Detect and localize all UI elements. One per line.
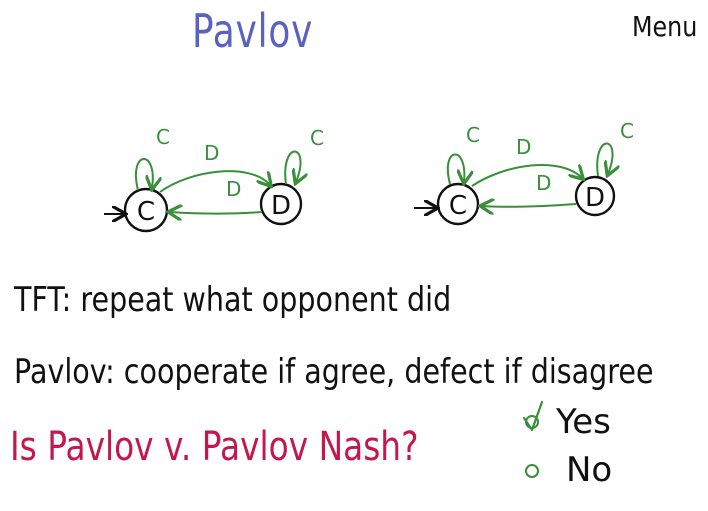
state-label-c: C: [137, 197, 155, 227]
transition-label: D: [226, 177, 241, 201]
option-yes-label[interactable]: Yes: [556, 402, 611, 442]
transition-label: D: [204, 141, 219, 165]
transition-label: C: [620, 119, 634, 143]
transition-label: D: [516, 135, 531, 159]
transition-label: C: [156, 125, 170, 149]
self-loop-d: C: [284, 126, 324, 184]
state-label-d: D: [585, 183, 605, 213]
tft-definition: TFT: repeat what opponent did: [14, 280, 452, 320]
transition-label: C: [310, 126, 324, 150]
page-title: Pavlov: [192, 4, 314, 58]
diagram-1: C D C D D C: [104, 125, 324, 233]
self-loop-c: C: [446, 123, 480, 184]
state-node-d: D: [574, 175, 616, 217]
transition-label: D: [536, 171, 551, 195]
transition-d-to-c: D: [170, 177, 263, 214]
state-label-c: C: [449, 191, 467, 221]
state-label-d: D: [271, 191, 291, 221]
option-no-marker[interactable]: [525, 464, 539, 478]
transition-label: C: [466, 123, 480, 147]
transition-c-to-d: D: [471, 135, 582, 187]
option-no-label[interactable]: No: [566, 450, 613, 490]
quiz-question: Is Pavlov v. Pavlov Nash?: [10, 424, 419, 470]
self-loop-d: C: [596, 119, 634, 176]
corner-text: Menu: [632, 10, 698, 43]
check-icon: [522, 400, 544, 432]
transition-c-to-d: D: [159, 141, 270, 193]
state-node-d: D: [259, 182, 303, 226]
transition-d-to-c: D: [482, 171, 577, 207]
pavlov-definition: Pavlov: cooperate if agree, defect if di…: [14, 352, 654, 392]
option-yes-marker[interactable]: [522, 400, 544, 432]
state-node-c: C: [436, 182, 480, 226]
diagram-2: C D C D D C: [414, 119, 634, 226]
state-node-c: C: [123, 187, 169, 233]
self-loop-c: C: [135, 125, 170, 190]
